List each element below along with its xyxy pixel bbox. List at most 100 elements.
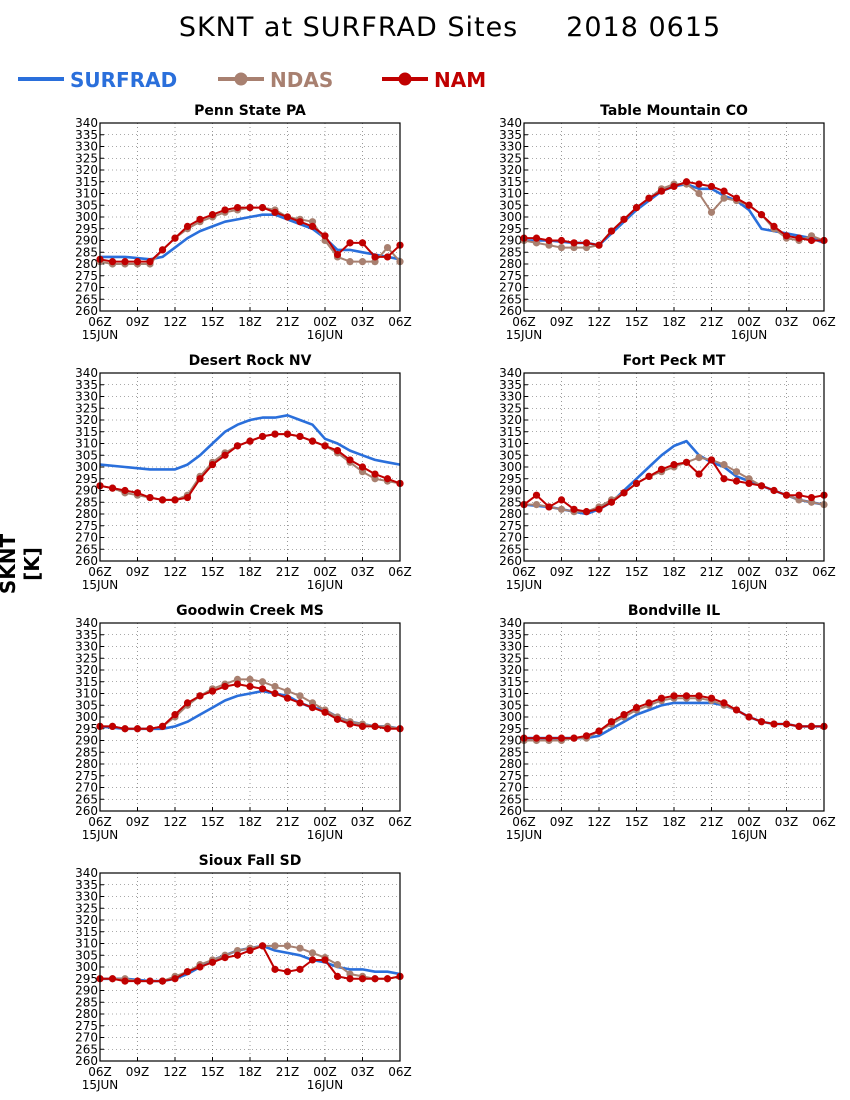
y-tick-label: 300 (75, 210, 98, 224)
point-nam (570, 734, 578, 742)
point-ndas (308, 949, 317, 957)
panel-table-mountain-co: Table Mountain CO 26026527027528028529029… (499, 103, 836, 342)
point-nam (582, 732, 591, 740)
point-nam (720, 187, 728, 195)
point-nam (770, 720, 778, 728)
y-tick-label: 275 (75, 1019, 98, 1033)
point-nam (770, 486, 778, 495)
point-nam (146, 493, 154, 502)
point-nam (670, 461, 678, 469)
y-tick-label: 315 (499, 425, 522, 439)
point-nam (358, 722, 367, 731)
point-nam (670, 692, 678, 700)
y-tick-label: 320 (75, 163, 98, 177)
point-nam (283, 213, 292, 221)
point-nam (632, 479, 641, 488)
point-nam (233, 442, 242, 450)
point-nam (770, 222, 778, 230)
y-tick-label: 270 (499, 281, 522, 295)
point-ndas (246, 675, 254, 684)
y-tick-label: 270 (75, 281, 98, 295)
point-nam (383, 975, 392, 983)
point-nam (757, 482, 766, 490)
x-tick-label: 12Z (587, 315, 611, 329)
y-tick-label: 325 (75, 151, 98, 165)
point-ndas (296, 692, 304, 700)
point-nam (271, 965, 279, 973)
y-tick-label: 340 (499, 116, 522, 130)
date-label: 15JUN (82, 328, 119, 342)
x-tick-label: 06Z (388, 1065, 412, 1079)
point-nam (146, 725, 154, 733)
point-ndas (695, 189, 703, 198)
point-nam (557, 734, 566, 742)
point-nam (258, 942, 267, 950)
y-tick-label: 305 (499, 198, 522, 212)
date-label: 16JUN (307, 578, 344, 592)
y-tick-label: 295 (75, 472, 98, 486)
x-tick-label: 18Z (238, 1065, 262, 1079)
y-tick-label: 335 (75, 878, 98, 892)
point-nam (171, 234, 179, 242)
point-nam (271, 689, 279, 698)
point-nam (308, 437, 317, 445)
y-tick-label: 300 (75, 710, 98, 724)
point-nam (657, 465, 666, 473)
point-nam (246, 204, 254, 212)
y-tick-label: 285 (499, 745, 522, 759)
point-nam (233, 680, 242, 688)
x-tick-label: 03Z (351, 1065, 375, 1079)
x-tick-label: 15Z (625, 315, 649, 329)
y-tick-label: 315 (75, 675, 98, 689)
y-tick-label: 265 (499, 292, 522, 306)
x-tick-label: 18Z (238, 565, 262, 579)
x-tick-label: 21Z (700, 565, 724, 579)
y-tick-label: 305 (75, 698, 98, 712)
point-nam (108, 484, 117, 492)
y-tick-label: 320 (75, 913, 98, 927)
point-ndas (557, 505, 566, 513)
point-nam (133, 977, 142, 985)
x-tick-label: 18Z (662, 315, 686, 329)
y-tick-label: 320 (75, 413, 98, 427)
y-tick-label: 280 (499, 507, 522, 521)
point-nam (171, 711, 179, 719)
point-nam (732, 477, 741, 485)
x-tick-label: 00Z (313, 315, 337, 329)
y-tick-label: 285 (75, 245, 98, 259)
point-nam (707, 182, 716, 191)
y-tick-label: 315 (499, 675, 522, 689)
point-nam (146, 977, 154, 985)
point-nam (670, 182, 678, 191)
x-tick-label: 15Z (625, 565, 649, 579)
point-nam (732, 194, 741, 202)
point-nam (582, 239, 591, 247)
y-tick-label: 280 (499, 757, 522, 771)
x-tick-label: 09Z (126, 565, 150, 579)
point-nam (545, 503, 553, 511)
point-nam (782, 720, 791, 728)
legend-label-ndas: NDAS (270, 68, 333, 92)
point-nam (196, 692, 204, 700)
point-nam (108, 975, 117, 983)
y-tick-label: 340 (499, 616, 522, 630)
point-nam (695, 180, 703, 188)
point-nam (233, 951, 242, 959)
y-tick-label: 330 (75, 140, 98, 154)
y-tick-label: 300 (499, 210, 522, 224)
point-nam (807, 722, 816, 731)
point-nam (271, 208, 279, 216)
x-tick-label: 09Z (126, 815, 150, 829)
x-tick-label: 09Z (550, 315, 574, 329)
x-tick-label: 06Z (88, 565, 112, 579)
panel-penn-state-pa: Penn State PA 260265270275280285290295300… (75, 103, 412, 342)
point-nam (296, 218, 304, 226)
y-tick-label: 275 (499, 769, 522, 783)
y-tick-label: 270 (499, 781, 522, 795)
x-tick-label: 09Z (550, 815, 574, 829)
y-tick-label: 300 (499, 460, 522, 474)
legend: SURFRAD NDAS NAM (18, 68, 486, 92)
point-nam (595, 727, 603, 735)
date-label: 15JUN (82, 1078, 119, 1092)
